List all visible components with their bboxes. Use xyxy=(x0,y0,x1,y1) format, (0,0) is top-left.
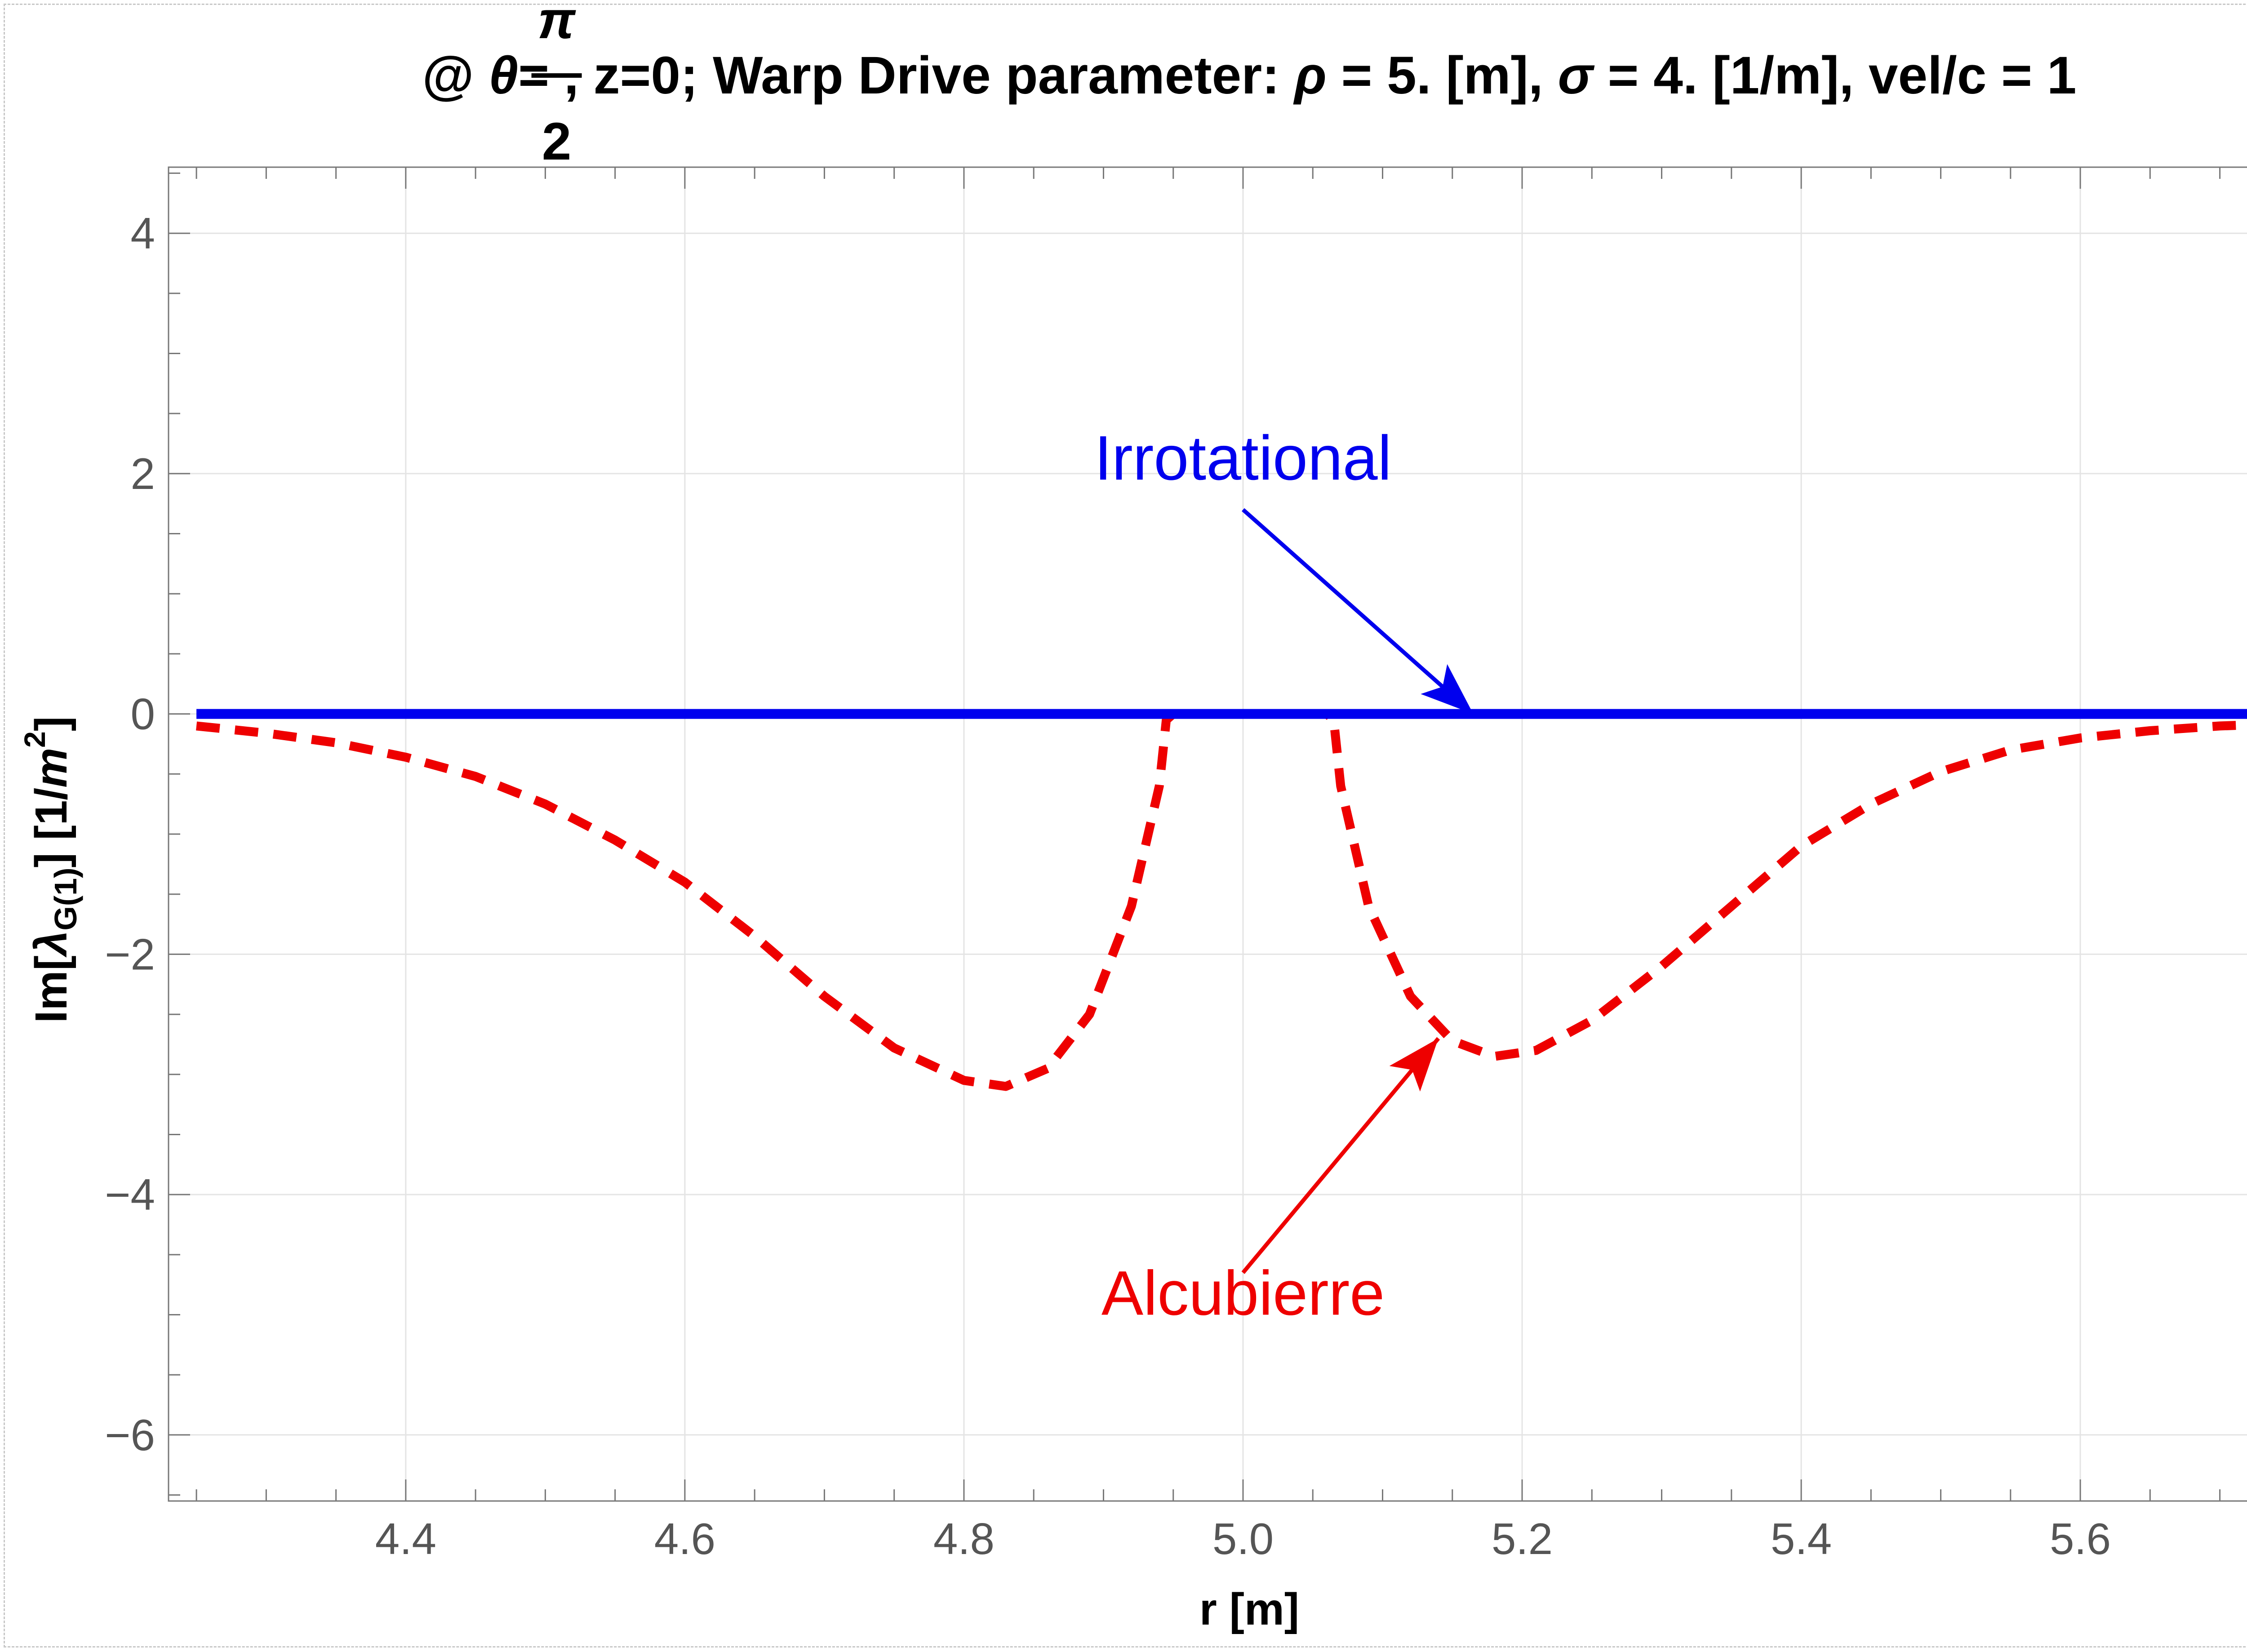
x-tick-label: 5.0 xyxy=(1212,1514,1274,1563)
annotation-arrow-irrotational xyxy=(1241,508,1475,715)
x-axis-label: r [m] xyxy=(1199,1584,1299,1634)
y-label-b: ] [1/ xyxy=(26,788,76,868)
annotations: Irrotational Alcubierre xyxy=(1094,422,1475,1328)
y-tick-label: 0 xyxy=(130,689,155,739)
annotation-label-alcubierre: Alcubierre xyxy=(1101,1258,1385,1328)
title-prefix: @ xyxy=(422,46,489,105)
y-axis-label: Im[λG(1)] [1/m2] xyxy=(18,716,83,1023)
x-tick-label: 5.2 xyxy=(1492,1514,1553,1563)
y-tick-label: 4 xyxy=(130,209,155,258)
y-label-m: m xyxy=(26,748,76,788)
title-rest-c: = 4. [1/m], vel/c = 1 xyxy=(1593,46,2077,105)
y-tick-label: −4 xyxy=(105,1170,155,1219)
title-fraction-numerator: π xyxy=(538,0,577,50)
y-label-a: Im[ xyxy=(26,955,76,1023)
chart-title: @ θ= , z=0; Warp Drive parameter: ρ = 5.… xyxy=(422,46,2077,105)
x-tick-label: 4.8 xyxy=(933,1514,995,1563)
annotation-arrow-alcubierre xyxy=(1241,1037,1440,1274)
title-fraction: π 2 xyxy=(531,0,582,171)
y-tick-label: −6 xyxy=(105,1410,155,1460)
chart-frame xyxy=(4,4,2247,1648)
title-rest-b: = 5. [m], xyxy=(1327,46,1558,105)
y-tick-label: 2 xyxy=(130,449,155,498)
y-label-lambda: λ xyxy=(26,931,76,958)
title-sigma: σ xyxy=(1558,46,1595,105)
x-tick-label: 5.4 xyxy=(1771,1514,1832,1563)
annotation-label-irrotational: Irrotational xyxy=(1094,422,1391,493)
series-group xyxy=(196,709,2247,1091)
axis-ticks: 4.4 4.6 4.8 5.0 5.2 5.4 5.6 4 2 0 −2 −4 −6 xyxy=(105,167,2221,1563)
y-label-c: ] xyxy=(26,716,76,731)
y-tick-label: −2 xyxy=(105,929,155,979)
title-rest-a: , z=0; Warp Drive parameter: xyxy=(564,46,1294,105)
title-fraction-denominator: 2 xyxy=(542,112,572,171)
grid-lines xyxy=(169,167,2247,1501)
series-line-alcubierre xyxy=(196,709,2247,1091)
title-rho: ρ xyxy=(1293,46,1326,105)
y-label-sub: G(1) xyxy=(48,868,83,931)
x-tick-label: 4.4 xyxy=(375,1514,436,1563)
y-label-sup: 2 xyxy=(18,731,51,748)
title-theta: θ xyxy=(488,46,518,105)
x-tick-label: 4.6 xyxy=(654,1514,715,1563)
x-tick-label: 5.6 xyxy=(2050,1514,2111,1563)
